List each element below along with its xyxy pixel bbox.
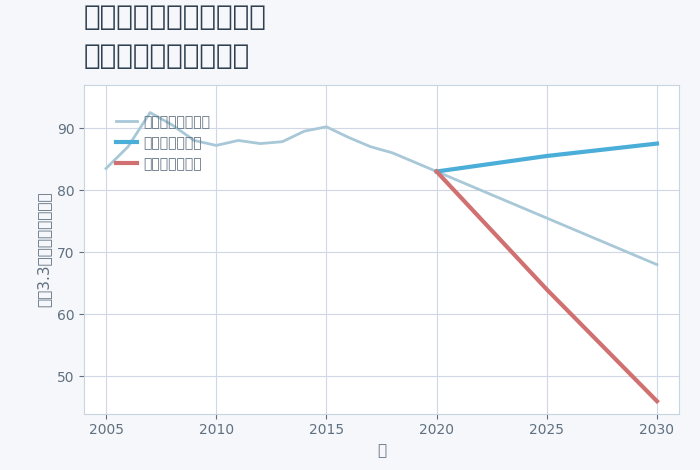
ノーマルシナリオ [322, 124, 330, 130]
ノーマルシナリオ [410, 159, 419, 165]
Line: バッドシナリオ: バッドシナリオ [437, 172, 657, 401]
ノーマルシナリオ [124, 144, 132, 149]
ノーマルシナリオ [344, 134, 353, 140]
Line: グッドシナリオ: グッドシナリオ [437, 143, 657, 172]
バッドシナリオ [653, 399, 662, 404]
ノーマルシナリオ [542, 215, 551, 221]
バッドシナリオ [542, 287, 551, 292]
ノーマルシナリオ [102, 165, 110, 171]
ノーマルシナリオ [389, 150, 397, 156]
ノーマルシナリオ [653, 262, 662, 267]
バッドシナリオ [433, 169, 441, 174]
Text: 兵庫県姫路市高岡新町の
中古戸建ての価格推移: 兵庫県姫路市高岡新町の 中古戸建ての価格推移 [84, 3, 267, 70]
ノーマルシナリオ [212, 142, 220, 148]
ノーマルシナリオ [146, 110, 154, 115]
Line: ノーマルシナリオ: ノーマルシナリオ [106, 112, 657, 265]
ノーマルシナリオ [190, 138, 198, 143]
Legend: ノーマルシナリオ, グッドシナリオ, バッドシナリオ: ノーマルシナリオ, グッドシナリオ, バッドシナリオ [108, 108, 218, 178]
ノーマルシナリオ [234, 138, 242, 143]
ノーマルシナリオ [433, 169, 441, 174]
ノーマルシナリオ [256, 141, 265, 146]
ノーマルシナリオ [168, 122, 176, 128]
ノーマルシナリオ [300, 128, 309, 134]
X-axis label: 年: 年 [377, 443, 386, 458]
ノーマルシナリオ [366, 144, 375, 149]
ノーマルシナリオ [278, 139, 286, 145]
グッドシナリオ [542, 153, 551, 159]
グッドシナリオ [653, 141, 662, 146]
Y-axis label: 坪（3.3㎡）単価（万円）: 坪（3.3㎡）単価（万円） [36, 191, 51, 307]
グッドシナリオ [433, 169, 441, 174]
